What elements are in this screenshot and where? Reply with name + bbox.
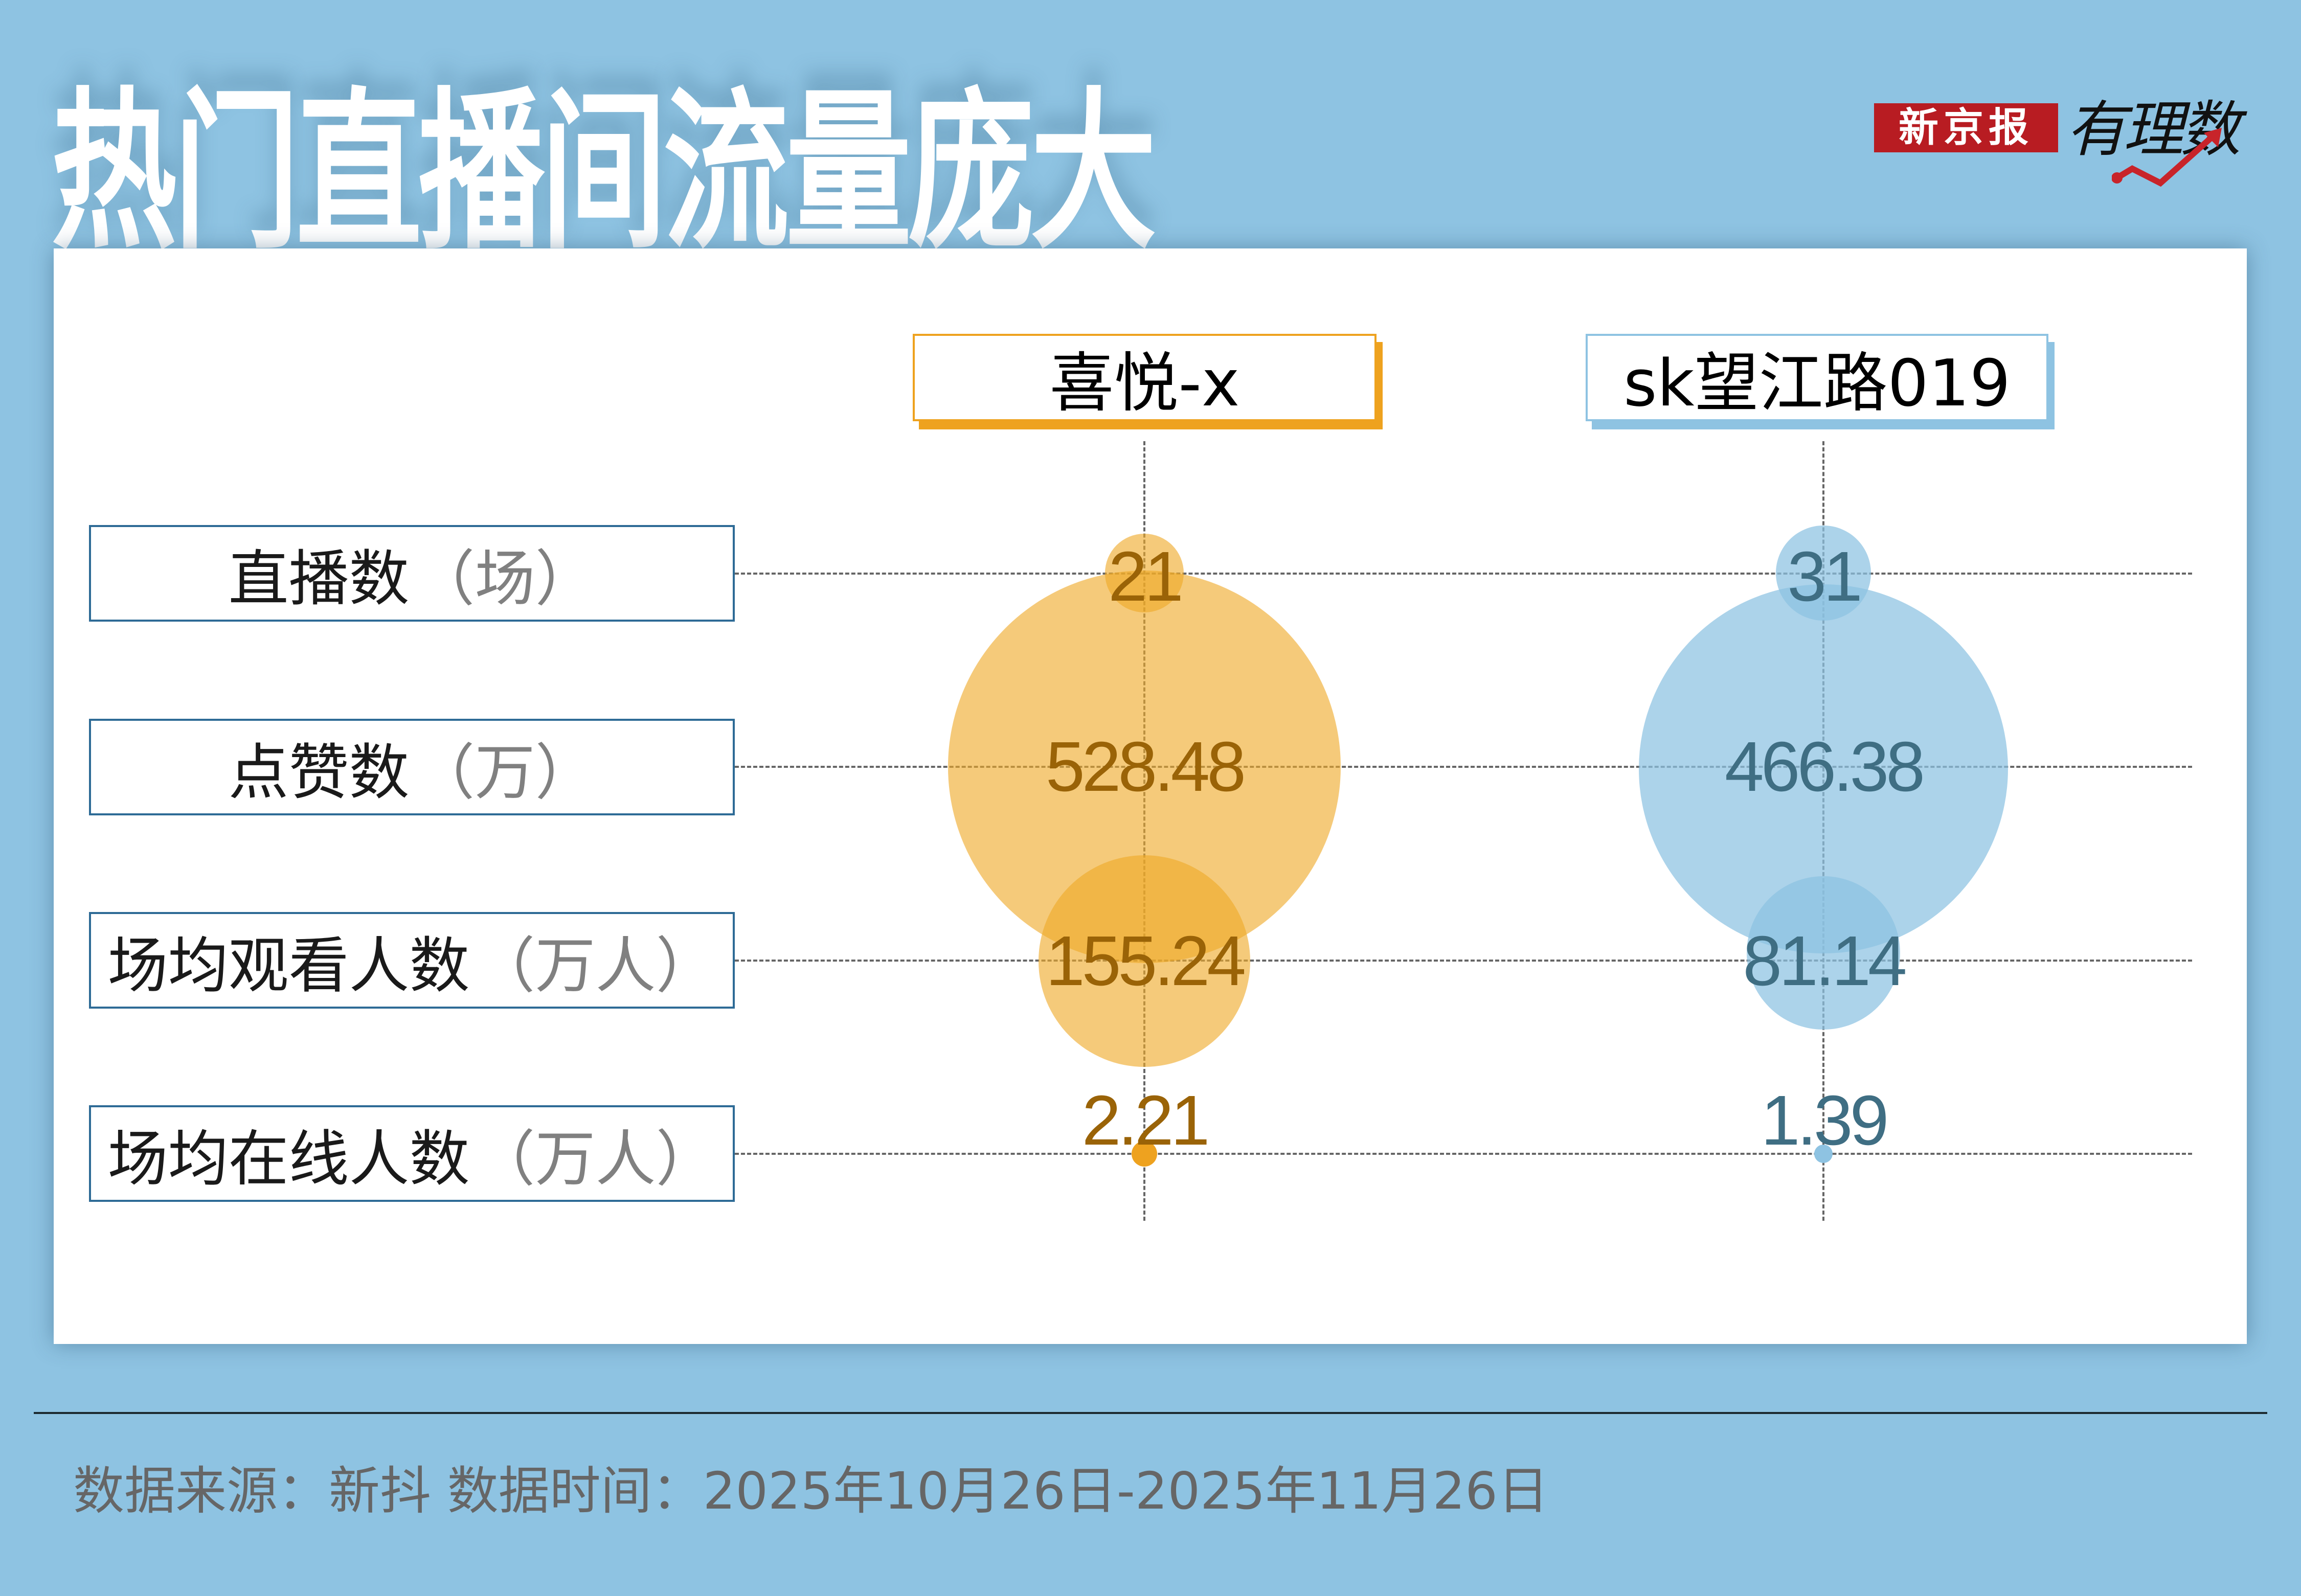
row-label-avg-online: 场均在线人数 （万人）	[89, 1105, 735, 1202]
bubble-sk-broadcasts	[1776, 526, 1871, 621]
value-xiyue-avg-viewers: 155.24	[1045, 922, 1246, 1000]
value-sk-broadcasts: 31	[1787, 537, 1862, 616]
column-header-xiyue: 喜悦-x	[913, 334, 1377, 421]
row-unit: （场）	[414, 543, 596, 614]
bubble-sk-avg-viewers	[1747, 876, 1900, 1030]
row-label-text: 场均在线人数	[107, 1124, 470, 1194]
value-xiyue-avg-online: 2.21	[1081, 1081, 1210, 1160]
row-label-likes: 点赞数 （万）	[89, 719, 735, 815]
trend-arrow-icon	[2112, 128, 2222, 187]
value-xiyue-likes: 528.48	[1045, 727, 1246, 806]
value-xiyue-broadcasts: 21	[1108, 537, 1183, 616]
row-label-text: 场均观看人数	[107, 930, 470, 1001]
row-label-broadcasts: 直播数 （场）	[89, 525, 735, 622]
value-sk-avg-viewers: 81.14	[1743, 922, 1907, 1000]
value-sk-likes: 466.38	[1724, 727, 1925, 806]
gridline-row-4	[735, 1153, 2192, 1155]
gridline-row-1	[735, 573, 2192, 575]
row-unit: （万人）	[475, 930, 716, 1001]
bubble-xiyue-broadcasts	[1105, 534, 1184, 612]
bubble-xiyue-avg-viewers	[1039, 855, 1250, 1067]
bubble-sk-avg-online	[1814, 1145, 1833, 1163]
value-sk-avg-online: 1.39	[1761, 1081, 1889, 1160]
gridline-row-3	[735, 960, 2192, 962]
column-logo: 有理数	[2066, 94, 2241, 165]
footer-divider	[34, 1412, 2267, 1414]
row-label-avg-viewers: 场均观看人数 （万人）	[89, 912, 735, 1009]
bubble-xiyue-avg-online	[1132, 1141, 1157, 1167]
row-label-text: 点赞数	[228, 737, 410, 808]
row-label-text: 直播数	[228, 543, 410, 614]
row-unit: （万人）	[475, 1124, 716, 1194]
footer-source: 数据来源：新抖 数据时间：2025年10月26日-2025年11月26日	[73, 1461, 1549, 1521]
page-title: 热门直播间流量庞大	[51, 73, 1157, 272]
brand-logo: 新京报	[1874, 103, 2058, 152]
gridline-row-2	[735, 766, 2192, 768]
row-unit: （万）	[414, 737, 596, 808]
column-header-sk: sk望江路019	[1586, 334, 2048, 421]
